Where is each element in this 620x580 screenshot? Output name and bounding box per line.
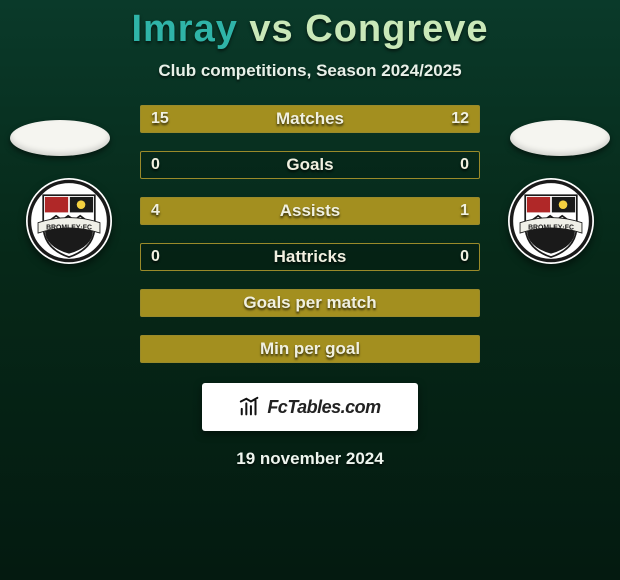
stat-row: Goals0 0 — [140, 151, 480, 179]
stat-value-left: 0 — [141, 152, 170, 178]
chart-icon — [239, 396, 261, 418]
fctables-text: FcTables.com — [267, 397, 380, 418]
stat-row: Min per goal — [140, 335, 480, 363]
svg-text:BROMLEY·FC: BROMLEY·FC — [46, 225, 92, 232]
player2-club-crest: BROMLEY·FC — [508, 178, 594, 264]
stats-bars: Matches1512Goals00Assists41Hattricks00Go… — [140, 105, 480, 363]
player1-name: Imray — [131, 8, 237, 50]
player2-name: Congreve — [305, 8, 488, 50]
stat-row: Assists41 — [140, 197, 480, 225]
stat-fill-left — [141, 336, 479, 362]
stat-fill-left — [141, 198, 411, 224]
player2-badge-oval — [510, 120, 610, 156]
stat-fill-right — [411, 198, 479, 224]
stat-row: Goals per match — [140, 289, 480, 317]
stat-row: Hattricks0 0 — [140, 243, 480, 271]
subtitle: Club competitions, Season 2024/2025 — [0, 61, 620, 81]
svg-text:BROMLEY·FC: BROMLEY·FC — [528, 225, 574, 232]
player1-badge-oval — [10, 120, 110, 156]
stat-value-right: 0 — [450, 244, 479, 270]
stat-label: Goals — [141, 152, 479, 178]
vs-text: vs — [249, 8, 293, 50]
stat-value-right: 0 — [450, 152, 479, 178]
player1-club-crest: BROMLEY·FC — [26, 178, 112, 264]
date-text: 19 november 2024 — [0, 449, 620, 469]
stat-fill-right — [329, 106, 479, 132]
fctables-branding[interactable]: FcTables.com — [202, 383, 418, 431]
stat-row: Matches1512 — [140, 105, 480, 133]
comparison-title: Imray vs Congreve — [0, 0, 620, 51]
stat-fill-left — [141, 106, 329, 132]
stat-label: Hattricks — [141, 244, 479, 270]
stat-value-left: 0 — [141, 244, 170, 270]
stat-fill-left — [141, 290, 479, 316]
